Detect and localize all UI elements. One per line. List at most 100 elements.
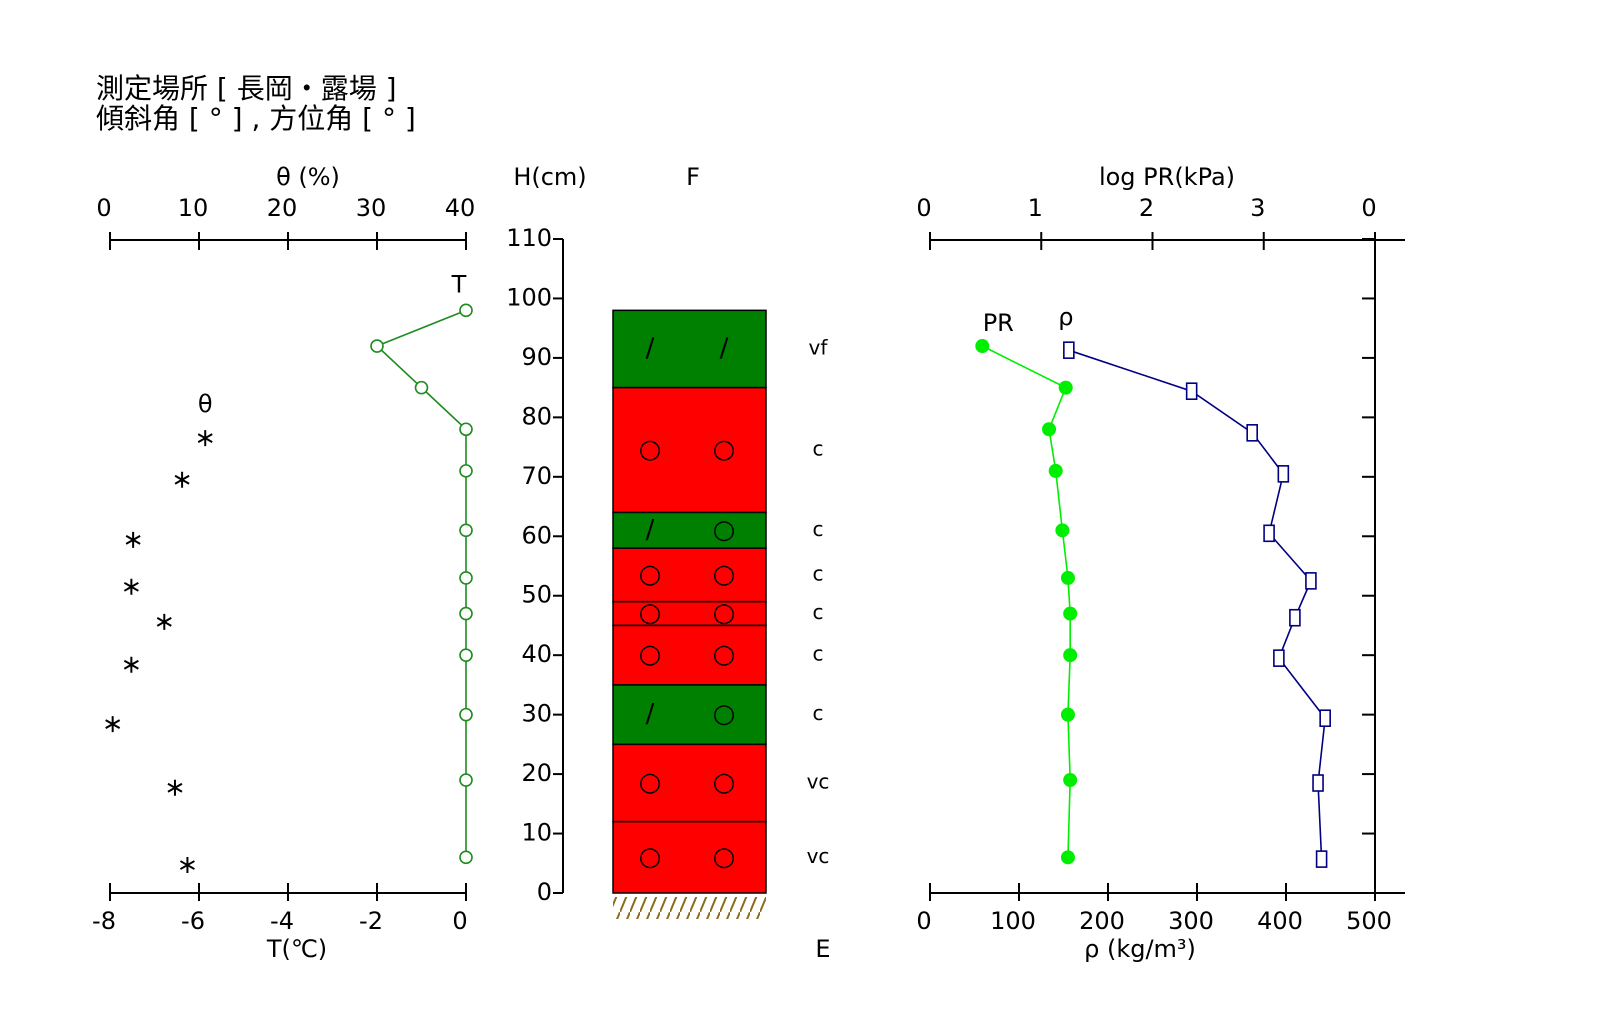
grain-shape: ○ xyxy=(713,640,736,670)
series-line xyxy=(1068,349,1326,860)
x2-tick-label: -8 xyxy=(92,907,116,935)
x2-axis-label: ρ (kg/m³) xyxy=(1084,935,1196,963)
series-label: T xyxy=(451,270,467,298)
grain-size: c xyxy=(813,600,824,624)
square-marker xyxy=(1289,608,1301,627)
star-marker xyxy=(174,471,190,488)
y-tick-label: 20 xyxy=(521,759,552,787)
star-marker xyxy=(167,779,183,796)
ground-hatch xyxy=(613,897,766,919)
grain-shape: / xyxy=(646,699,655,729)
grain-shape: ○ xyxy=(639,842,662,872)
grain-shape: ○ xyxy=(639,598,662,628)
square-marker xyxy=(1185,382,1198,401)
snow-layer xyxy=(612,511,767,549)
x2-tick-label: -4 xyxy=(270,907,294,935)
x2-tick-label: -2 xyxy=(359,907,383,935)
x-tick-label: 0 xyxy=(916,194,931,222)
series-label: ρ xyxy=(1058,303,1073,331)
square-marker xyxy=(1312,774,1324,792)
square-marker xyxy=(1263,524,1275,543)
grain-shape: ○ xyxy=(713,515,736,545)
grain-shape: ○ xyxy=(713,435,736,465)
grain-shape: ○ xyxy=(713,598,736,628)
grain-shape: ○ xyxy=(639,640,662,670)
circle-marker xyxy=(370,339,384,353)
y-tick-label: 110 xyxy=(506,224,552,252)
y-axis-label: H(cm) xyxy=(513,163,586,191)
circle-marker xyxy=(459,707,473,722)
x-tick-label: 1 xyxy=(1028,194,1043,222)
circle-marker xyxy=(459,464,473,478)
square-marker xyxy=(1277,465,1290,483)
square-marker xyxy=(1305,572,1317,590)
y-tick-label: 40 xyxy=(521,640,552,668)
grain-size: vf xyxy=(809,335,829,359)
x2-tick-label: 500 xyxy=(1346,907,1392,935)
x2-tick-label: 200 xyxy=(1079,907,1125,935)
dot-marker xyxy=(1063,648,1078,663)
grain-shape: ○ xyxy=(713,768,736,798)
grain-shape: ○ xyxy=(713,699,736,729)
grain-size: c xyxy=(813,517,824,541)
snow-layer xyxy=(612,820,767,894)
grain-size: vc xyxy=(807,770,830,794)
grain-shape: ○ xyxy=(639,435,662,465)
x-tick-label: 30 xyxy=(356,194,387,222)
grain-shape: ○ xyxy=(639,559,662,589)
circle-marker xyxy=(459,422,473,437)
circle-marker xyxy=(459,523,473,538)
x-tick-label: 2 xyxy=(1139,194,1154,222)
x2-tick-label: 400 xyxy=(1257,907,1303,935)
circle-marker xyxy=(459,303,473,318)
x-tick-label: 0 xyxy=(96,194,111,222)
dot-marker xyxy=(1060,850,1075,865)
square-marker xyxy=(1246,424,1258,442)
dot-marker xyxy=(975,339,990,354)
x-tick-label: 0 xyxy=(1361,194,1376,222)
x-tick-label: 3 xyxy=(1250,194,1265,222)
square-marker xyxy=(1319,709,1331,728)
grain-size: c xyxy=(813,437,824,461)
square-marker xyxy=(1063,341,1075,359)
title-line: 測定場所 [ 長岡・露場 ] xyxy=(96,72,397,105)
grain-size: vc xyxy=(807,844,830,868)
grain-size: c xyxy=(813,642,824,666)
star-marker xyxy=(105,716,121,733)
y-tick-label: 90 xyxy=(521,343,552,371)
snow-layer xyxy=(612,743,767,823)
x-axis-label: log PR(kPa) xyxy=(1099,163,1235,191)
series-label: θ xyxy=(198,390,213,418)
star-marker xyxy=(197,430,213,447)
snow-layer xyxy=(612,624,767,686)
grain-shape: ○ xyxy=(713,559,736,589)
dot-marker xyxy=(1055,523,1070,538)
x-axis-label: θ (%) xyxy=(276,163,340,191)
circle-marker xyxy=(414,380,429,395)
grain-shape: / xyxy=(646,515,655,545)
circle-marker xyxy=(459,850,473,865)
star-marker xyxy=(123,578,139,595)
y-tick-label: 30 xyxy=(521,700,552,728)
snow-layer xyxy=(612,684,767,746)
circle-marker xyxy=(459,648,473,662)
star-marker xyxy=(125,531,141,548)
y-tick-label: 50 xyxy=(521,581,552,609)
x-tick-label: 10 xyxy=(178,194,209,222)
dot-marker xyxy=(1060,570,1075,585)
y-tick-label: 60 xyxy=(521,521,552,549)
y-tick-label: 0 xyxy=(537,878,552,906)
y-tick-label: 100 xyxy=(506,283,552,311)
x2-tick-label: 100 xyxy=(990,907,1036,935)
grain-shape: ○ xyxy=(713,842,736,872)
circle-marker xyxy=(459,773,473,787)
circle-marker xyxy=(459,571,473,585)
snow-layer xyxy=(612,386,767,514)
f-label: F xyxy=(686,163,700,191)
e-label: E xyxy=(815,935,830,963)
star-marker xyxy=(123,656,139,673)
dot-marker xyxy=(1060,707,1075,722)
dot-marker xyxy=(1048,463,1063,478)
grain-shape: / xyxy=(646,333,655,363)
